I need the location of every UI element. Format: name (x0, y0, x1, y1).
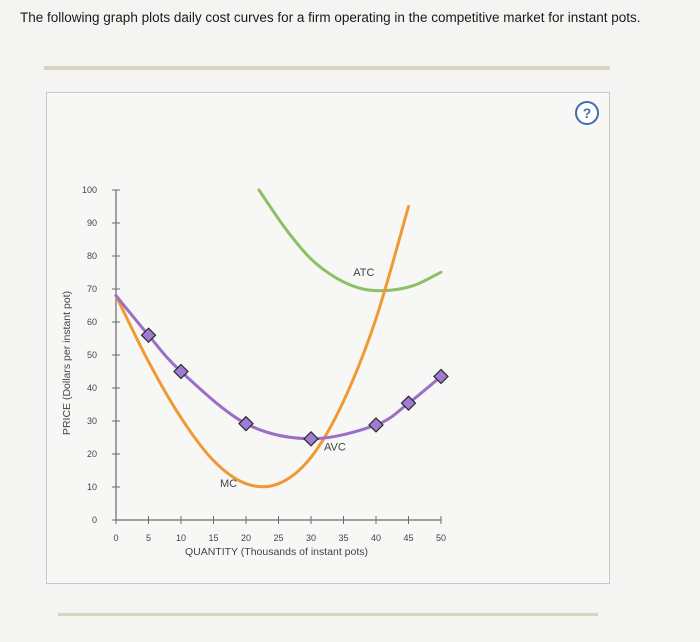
x-axis-label: QUANTITY (Thousands of instant pots) (185, 546, 368, 558)
avc-point-marker (433, 368, 449, 385)
question-text: The following graph plots daily cost cur… (20, 10, 641, 25)
avc-point-marker (173, 363, 189, 380)
series-label-avc: AVC (324, 442, 346, 454)
y-tick-label: 60 (87, 317, 97, 327)
y-tick-label: 10 (87, 482, 97, 492)
y-tick-label: 50 (87, 350, 97, 360)
y-tick-label: 0 (92, 515, 97, 525)
series-label-atc: ATC (353, 267, 374, 279)
x-tick-label: 20 (241, 533, 251, 543)
bottom-divider (58, 613, 598, 616)
avc-point-marker (400, 395, 417, 412)
x-tick-label: 15 (208, 533, 218, 543)
series-line-avc (114, 294, 443, 441)
y-tick-label: 30 (87, 416, 97, 426)
x-tick-label: 50 (436, 533, 446, 543)
series-label-mc: MC (220, 478, 237, 490)
avc-point-marker (238, 415, 254, 432)
x-tick-label: 0 (113, 533, 118, 543)
series-line-atc (257, 188, 443, 293)
graph-panel: ? (46, 92, 610, 584)
y-axis-label: PRICE (Dollars per instant pot) (61, 291, 73, 435)
y-tick-label: 90 (87, 218, 97, 228)
x-tick-label: 40 (371, 533, 381, 543)
x-tick-label: 5 (146, 533, 151, 543)
y-tick-label: 100 (82, 185, 97, 195)
avc-point-marker (368, 417, 384, 433)
y-tick-label: 20 (87, 449, 97, 459)
avc-point-marker (140, 327, 157, 344)
y-tick-label: 40 (87, 383, 97, 393)
x-tick-label: 45 (403, 533, 413, 543)
avc-point-marker (303, 430, 319, 447)
x-tick-label: 25 (273, 533, 283, 543)
x-tick-label: 30 (306, 533, 316, 543)
y-tick-label: 70 (87, 284, 97, 294)
help-icon[interactable]: ? (575, 101, 599, 125)
y-tick-label: 80 (87, 251, 97, 261)
x-tick-label: 35 (338, 533, 348, 543)
x-tick-label: 10 (176, 533, 186, 543)
series-line-mc (114, 205, 410, 489)
top-divider (44, 66, 610, 70)
